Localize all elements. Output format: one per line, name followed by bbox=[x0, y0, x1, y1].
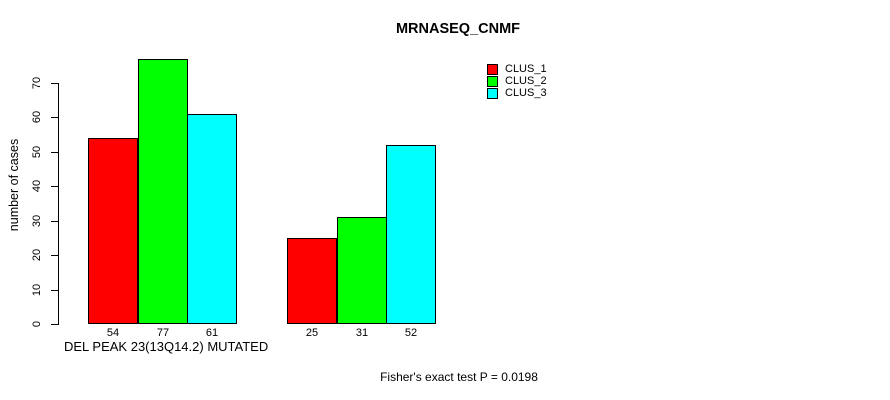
y-axis-tick bbox=[51, 152, 58, 153]
legend-swatch-clus-2 bbox=[487, 75, 498, 87]
y-axis-tick-label: 50 bbox=[31, 145, 43, 159]
y-axis-tick-label: 40 bbox=[31, 179, 43, 193]
y-axis-tick bbox=[51, 290, 58, 291]
bar-clus-1-group-1 bbox=[88, 138, 138, 324]
bar-clus-3-group-2 bbox=[386, 145, 436, 324]
y-axis-tick-label: 60 bbox=[31, 110, 43, 124]
fisher-test-annotation: Fisher's exact test P = 0.0198 bbox=[380, 370, 538, 384]
y-axis-tick bbox=[51, 221, 58, 222]
y-axis-tick bbox=[51, 255, 58, 256]
y-axis-tick bbox=[51, 186, 58, 187]
y-axis-tick bbox=[51, 83, 58, 84]
legend-swatch-clus-3 bbox=[487, 87, 498, 99]
legend-swatch-clus-1 bbox=[487, 63, 498, 75]
y-axis-tick-label: 70 bbox=[31, 76, 43, 90]
x-axis-group-label: DEL PEAK 23(13Q14.2) MUTATED bbox=[64, 339, 269, 354]
legend: CLUS_1 CLUS_2 CLUS_3 bbox=[487, 63, 547, 99]
legend-label: CLUS_2 bbox=[505, 75, 547, 87]
legend-label: CLUS_1 bbox=[505, 63, 547, 75]
legend-item: CLUS_1 bbox=[487, 63, 547, 75]
bar-clus-2-group-2 bbox=[337, 217, 387, 324]
chart-title: MRNASEQ_CNMF bbox=[395, 21, 521, 37]
bar-clus-3-group-1 bbox=[187, 114, 237, 324]
bar-value-label: 52 bbox=[404, 327, 418, 339]
y-axis-tick-label: 30 bbox=[31, 214, 43, 228]
bar-value-label: 25 bbox=[305, 327, 319, 339]
bar-value-label: 77 bbox=[156, 327, 170, 339]
y-axis-label: number of cases bbox=[7, 138, 21, 232]
y-axis-line bbox=[58, 83, 59, 325]
y-axis-tick bbox=[51, 117, 58, 118]
legend-item: CLUS_2 bbox=[487, 75, 547, 87]
legend-item: CLUS_3 bbox=[487, 87, 547, 99]
y-axis-tick-label: 20 bbox=[31, 248, 43, 262]
legend-label: CLUS_3 bbox=[505, 87, 547, 99]
bar-value-label: 31 bbox=[355, 327, 369, 339]
bar-clus-2-group-1 bbox=[138, 59, 188, 324]
bar-clus-1-group-2 bbox=[287, 238, 337, 324]
y-axis-tick-label: 10 bbox=[31, 283, 43, 297]
y-axis-tick bbox=[51, 324, 58, 325]
bar-value-label: 54 bbox=[106, 327, 120, 339]
bar-value-label: 61 bbox=[205, 327, 219, 339]
y-axis-tick-label: 0 bbox=[31, 320, 43, 328]
